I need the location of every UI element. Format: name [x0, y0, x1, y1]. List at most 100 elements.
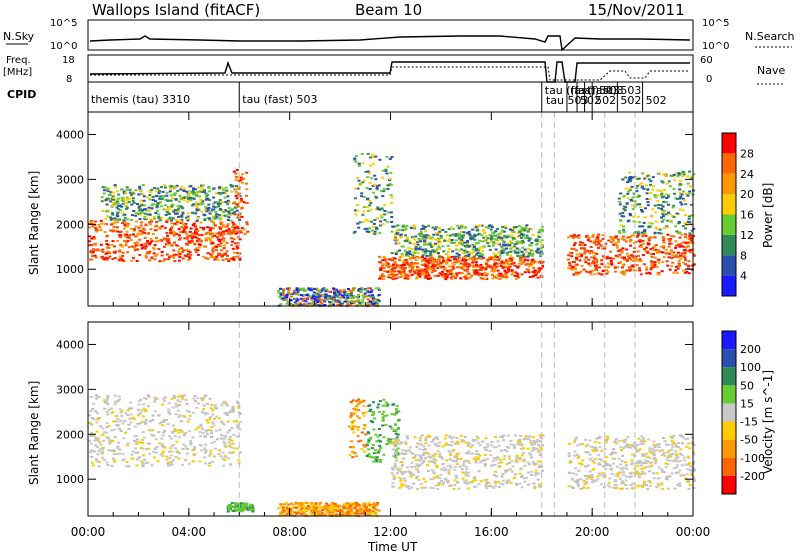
data-cell	[113, 251, 117, 254]
data-cell	[349, 414, 353, 417]
data-cell	[473, 235, 477, 238]
data-cell	[489, 444, 493, 447]
data-cell	[131, 214, 134, 217]
data-cell	[368, 287, 372, 290]
data-cell	[237, 459, 241, 462]
data-cell	[170, 243, 174, 246]
data-cell	[353, 506, 357, 509]
data-cell	[418, 275, 422, 278]
data-cell	[426, 271, 430, 274]
data-cell	[208, 397, 212, 400]
data-cell	[682, 199, 686, 202]
data-cell	[185, 448, 189, 450]
data-cell	[206, 412, 209, 415]
data-cell	[367, 294, 371, 297]
data-cell	[654, 244, 658, 247]
data-cell	[112, 420, 116, 423]
data-cell	[126, 188, 130, 191]
data-cell	[501, 240, 505, 242]
data-cell	[686, 194, 690, 197]
data-cell	[300, 513, 304, 516]
data-cell	[389, 183, 393, 186]
data-cell	[106, 394, 110, 397]
data-cell	[103, 186, 107, 189]
data-cell	[583, 249, 587, 252]
data-cell	[511, 227, 515, 230]
data-cell	[193, 243, 197, 246]
data-cell	[356, 435, 360, 437]
data-cell	[519, 258, 523, 261]
data-cell	[618, 203, 622, 206]
data-cell	[129, 193, 133, 196]
data-cell	[367, 448, 371, 451]
data-cell	[522, 252, 526, 255]
data-cell	[660, 180, 664, 183]
colorbar-swatch	[722, 133, 736, 154]
data-cell	[621, 235, 625, 238]
data-cell	[337, 290, 341, 293]
data-cell	[212, 215, 215, 218]
data-cell	[647, 237, 651, 240]
data-cell	[539, 247, 543, 250]
data-cell	[180, 247, 184, 250]
data-cell	[462, 249, 466, 252]
data-cell	[226, 254, 229, 257]
data-cell	[628, 236, 632, 238]
data-cell	[497, 444, 501, 447]
data-cell	[340, 296, 344, 299]
data-cell	[187, 256, 191, 259]
data-cell	[423, 263, 427, 266]
data-cell	[527, 248, 531, 250]
data-cell	[225, 414, 229, 416]
data-cell	[367, 304, 371, 306]
data-cell	[208, 462, 212, 465]
data-cell	[136, 248, 139, 251]
data-cell	[167, 213, 171, 215]
data-cell	[342, 289, 346, 292]
data-cell	[138, 187, 142, 190]
data-cell	[455, 476, 458, 479]
data-cell	[450, 255, 454, 258]
data-cell	[463, 258, 467, 261]
data-cell	[218, 245, 222, 248]
data-cell	[170, 460, 174, 463]
data-cell	[134, 235, 138, 238]
data-cell	[437, 255, 441, 258]
data-cell	[361, 220, 365, 223]
data-cell	[465, 262, 469, 265]
data-cell	[320, 511, 324, 514]
data-cell	[361, 213, 365, 216]
data-cell	[95, 438, 99, 441]
data-cell	[490, 235, 494, 238]
data-cell	[407, 247, 411, 250]
data-cell	[634, 231, 638, 234]
nsearch-tick-hi: 10^5	[702, 18, 729, 29]
data-cell	[419, 436, 422, 439]
data-cell	[189, 185, 193, 188]
data-cell	[399, 483, 403, 486]
data-cell	[463, 269, 467, 272]
data-cell	[682, 173, 686, 176]
data-cell	[243, 505, 247, 508]
data-cell	[484, 449, 487, 451]
data-cell	[211, 250, 215, 253]
data-cell	[236, 402, 240, 405]
data-cell	[421, 224, 425, 227]
data-cell	[280, 513, 284, 516]
data-cell	[131, 192, 135, 195]
data-cell	[182, 196, 186, 199]
data-cell	[138, 189, 142, 192]
data-cell	[535, 447, 539, 450]
data-cell	[312, 505, 316, 508]
colorbar-tick-label: 28	[740, 147, 754, 160]
data-cell	[321, 513, 325, 516]
data-cell	[635, 203, 639, 206]
data-cell	[302, 293, 305, 296]
data-cell	[143, 458, 146, 461]
data-cell	[121, 251, 125, 254]
data-cell	[236, 227, 240, 230]
data-cell	[589, 240, 592, 243]
data-cell	[638, 258, 642, 261]
data-cell	[403, 264, 407, 266]
data-cell	[447, 449, 451, 452]
